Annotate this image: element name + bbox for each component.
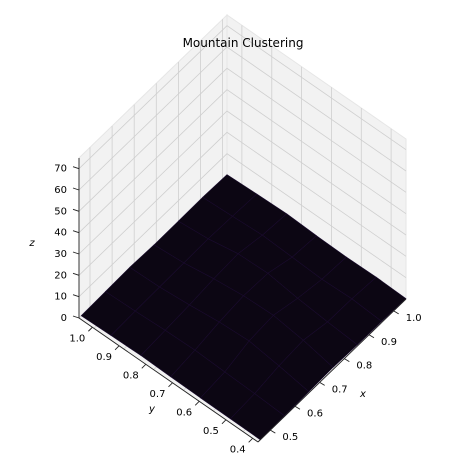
y-tick-label: 1.0 bbox=[69, 333, 85, 344]
y-tick bbox=[114, 345, 120, 351]
z-tick bbox=[72, 251, 80, 255]
z-tick-label: 10 bbox=[54, 292, 67, 303]
y-tick bbox=[88, 326, 93, 332]
grid-line bbox=[78, 25, 407, 169]
x-axis-line bbox=[257, 298, 407, 443]
x-tick-label: 0.6 bbox=[307, 408, 323, 419]
y-axis-line bbox=[78, 317, 259, 443]
z-tick bbox=[72, 294, 80, 298]
z-tick-label: 30 bbox=[54, 249, 67, 260]
z-tick-label: 60 bbox=[54, 185, 67, 196]
z-tick-label: 70 bbox=[54, 164, 67, 175]
grid-line bbox=[78, 110, 407, 255]
grid-line bbox=[78, 131, 407, 276]
y-tick-label: 0.4 bbox=[230, 444, 246, 455]
y-tick bbox=[168, 382, 173, 388]
x-tick bbox=[368, 334, 375, 339]
z-tick-label: 0 bbox=[61, 313, 67, 324]
z-tick bbox=[72, 208, 80, 212]
grid-line bbox=[78, 153, 407, 297]
surface bbox=[80, 174, 407, 441]
grid-line bbox=[78, 46, 407, 191]
z-tick bbox=[72, 272, 80, 276]
z-tick bbox=[72, 230, 80, 234]
z-tick bbox=[72, 315, 80, 319]
y-tick-label: 0.5 bbox=[203, 426, 219, 437]
y-tick bbox=[248, 437, 253, 443]
x-tick bbox=[344, 358, 350, 362]
y-tick-label: 0.8 bbox=[123, 370, 139, 381]
x-tick-label: 0.8 bbox=[356, 361, 372, 372]
z-tick-label: 20 bbox=[54, 270, 67, 281]
grid-line bbox=[78, 89, 407, 233]
x-axis-label: x bbox=[359, 389, 366, 400]
x-tick bbox=[270, 429, 276, 434]
y-tick-label: 0.6 bbox=[176, 407, 192, 418]
grid-line bbox=[78, 67, 407, 212]
y-tick bbox=[221, 419, 227, 425]
z-tick-label: 50 bbox=[54, 206, 67, 217]
x-tick-label: 0.9 bbox=[381, 337, 397, 348]
z-tick bbox=[72, 166, 80, 170]
y-tick-label: 0.9 bbox=[96, 352, 112, 363]
axis-lines bbox=[78, 158, 407, 443]
x-tick-label: 0.7 bbox=[332, 384, 348, 395]
y-tick bbox=[141, 363, 147, 369]
x-tick-label: 1.0 bbox=[406, 313, 422, 324]
y-tick bbox=[194, 400, 200, 406]
x-tick-label: 0.5 bbox=[282, 432, 298, 443]
z-axis-label: z bbox=[28, 238, 35, 249]
x-tick bbox=[319, 382, 325, 386]
tick-labels: 0.50.60.70.80.91.00.40.50.60.70.80.91.00… bbox=[54, 164, 421, 456]
z-tick-label: 40 bbox=[54, 228, 67, 239]
chart-title: Mountain Clustering bbox=[183, 36, 304, 50]
y-axis-label: y bbox=[148, 404, 156, 415]
x-tick bbox=[294, 405, 301, 410]
y-tick-label: 0.7 bbox=[150, 389, 166, 400]
surface-patch bbox=[351, 276, 407, 322]
z-tick bbox=[72, 187, 80, 191]
x-tick bbox=[393, 310, 399, 315]
